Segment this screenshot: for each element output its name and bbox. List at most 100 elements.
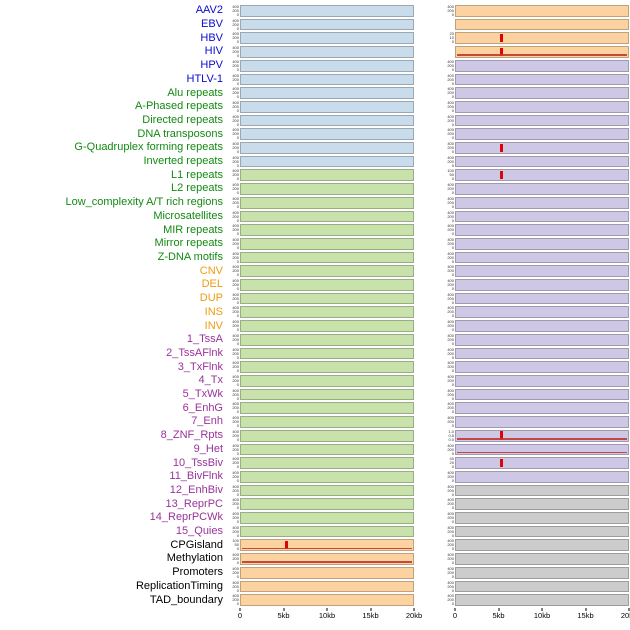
- y-tick-label: 0: [451, 546, 454, 552]
- red-peak-marker-5kb: [499, 143, 503, 152]
- y-tick-label: 200: [232, 556, 239, 562]
- y-tick-label: 400: [447, 333, 454, 338]
- y-tick-label: 0: [236, 381, 239, 387]
- right-profile-panel: [455, 512, 629, 524]
- feature-row: Low_complexity A/T rich regions 400 200 0 40…: [0, 197, 630, 209]
- right-profile-panel: [455, 73, 629, 86]
- right-profile-panel: [455, 594, 629, 606]
- left-y-axis-ticks: 400 200 0: [228, 183, 240, 195]
- right-profile-panel: [455, 210, 629, 223]
- right-profile-panel: [455, 59, 629, 72]
- red-signal-baseline: [242, 547, 412, 550]
- row-label: MIR repeats: [163, 223, 223, 236]
- y-tick-label: 400: [447, 251, 454, 256]
- right-profile-panel: [455, 196, 629, 209]
- right-profile-panel: [455, 539, 629, 552]
- feature-row: DEL 400 200 0 400 200 0: [0, 279, 630, 291]
- left-y-axis-ticks: 400 200 0: [228, 5, 240, 17]
- left-y-axis-ticks: 400 200 0: [228, 128, 240, 140]
- left-y-axis-ticks: 400 200 0: [228, 594, 240, 606]
- y-tick-label: 400: [232, 594, 239, 599]
- y-tick-label: 200: [232, 487, 239, 493]
- left-y-axis-ticks: 400 200 0: [228, 553, 240, 565]
- y-tick-label: 400: [232, 59, 239, 64]
- right-profile-panel: [455, 429, 629, 442]
- y-tick-label: 400: [232, 292, 239, 297]
- y-tick-label: 200: [232, 199, 239, 205]
- left-profile-panel: [240, 580, 414, 593]
- feature-row: MIR repeats 400 200 0 400 200 0: [0, 224, 630, 236]
- x-tick-label: 10kb: [533, 611, 551, 620]
- feature-row: 9_Het 400 200 0 400 200 0: [0, 443, 630, 456]
- right-profile-panel: [455, 470, 629, 483]
- feature-row: L1 repeats 400 200 0 100 50 0: [0, 169, 630, 182]
- column-gap: [414, 142, 443, 154]
- y-tick-label: 0: [451, 286, 454, 291]
- right-profile-panel: [455, 265, 629, 278]
- y-tick-label: 200: [232, 377, 239, 383]
- y-tick-label: 200: [447, 542, 454, 548]
- y-tick-label: 20: [449, 460, 454, 466]
- y-tick-label: 200: [232, 62, 239, 68]
- left-y-axis-ticks: 400 200 0: [228, 265, 240, 277]
- y-tick-label: 400: [447, 512, 454, 517]
- y-tick-label: 400: [447, 128, 454, 133]
- y-tick-label: 0: [236, 354, 239, 360]
- y-tick-label: 400: [232, 142, 239, 147]
- y-tick-label: 0: [451, 505, 454, 511]
- y-tick-label: 200: [232, 295, 239, 301]
- y-tick-label: 0: [451, 299, 454, 305]
- y-tick-label: 200: [232, 103, 239, 109]
- y-tick-label: 400: [447, 320, 454, 325]
- left-y-axis-ticks: 400 200 0: [228, 252, 240, 264]
- right-y-axis-ticks: 400 200 0: [443, 375, 455, 387]
- feature-row: 15_Quies 400 200 0 400 200 0: [0, 526, 630, 538]
- left-y-axis-ticks: 400 200 0: [228, 485, 240, 497]
- right-y-axis-ticks: 400 200 0: [443, 224, 455, 236]
- column-gap: [414, 402, 443, 414]
- y-tick-label: 400: [447, 470, 454, 475]
- y-tick-label: 0: [451, 12, 454, 17]
- right-y-axis-ticks: 400 200 0: [443, 402, 455, 414]
- right-y-axis-ticks: 400 200 0: [443, 293, 455, 305]
- right-profile-panel: [455, 347, 629, 360]
- x-tick-mark: [413, 608, 415, 611]
- left-profile-panel: [240, 553, 414, 565]
- y-tick-label: 0: [236, 519, 239, 524]
- left-profile-panel: [240, 142, 414, 154]
- y-tick-label: 400: [447, 539, 454, 544]
- left-profile-panel: [240, 429, 414, 442]
- column-gap: [414, 512, 443, 524]
- x-tick-label: 20kb: [620, 611, 630, 620]
- y-tick-label: 0: [236, 107, 239, 113]
- feature-row: HBV 400 200 0 20 10 0: [0, 32, 630, 45]
- row-label: 4_Tx: [198, 374, 223, 387]
- y-tick-label: 0: [236, 532, 239, 538]
- y-tick-label: 0: [451, 491, 454, 497]
- column-gap: [414, 238, 443, 250]
- y-tick-label: 0: [451, 313, 454, 319]
- row-label: DNA transposons: [137, 127, 223, 140]
- left-profile-panel: [240, 59, 414, 72]
- y-tick-label: 400: [447, 265, 454, 270]
- y-tick-label: 0: [451, 107, 454, 113]
- y-tick-label: 200: [447, 213, 454, 219]
- right-profile-panel: [455, 361, 629, 373]
- y-tick-label: 400: [232, 128, 239, 133]
- y-tick-label: 200: [232, 254, 239, 260]
- y-tick-label: 0: [236, 340, 239, 346]
- right-profile-panel: [455, 5, 629, 17]
- rows-container: AAV2 400 200 0 400 200 0 EBV 400 200 0 HBV 400 200 0 20…: [0, 5, 630, 606]
- row-label: CNV: [199, 264, 223, 277]
- row-label: EBV: [200, 18, 223, 31]
- y-tick-label: 0: [451, 423, 454, 428]
- row-label: Alu repeats: [167, 86, 223, 99]
- right-y-axis-ticks: 400 200 0: [443, 156, 455, 168]
- y-tick-label: 400: [232, 512, 239, 517]
- x-tick-mark: [541, 608, 543, 611]
- left-y-axis-ticks: 400 200 0: [228, 457, 240, 469]
- feature-row: DUP 400 200 0 400 200 0: [0, 293, 630, 305]
- left-y-axis-ticks: 400 200 0: [228, 581, 240, 593]
- feature-row: ReplicationTiming 400 200 0 400 200 0: [0, 580, 630, 593]
